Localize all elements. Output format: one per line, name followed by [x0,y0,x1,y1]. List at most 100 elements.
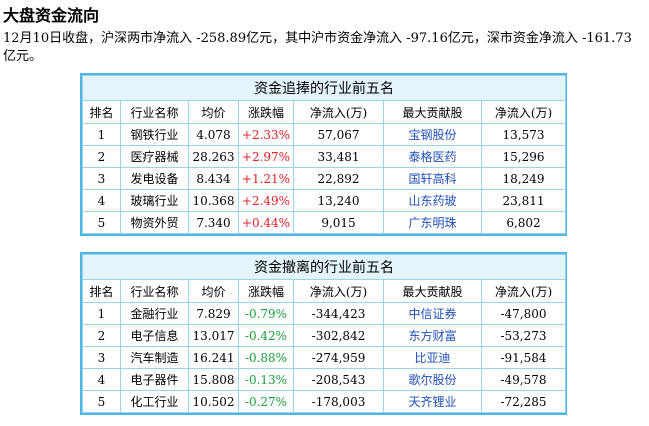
col-header-rank: 排名 [82,279,121,303]
cell-avg-price: 16.241 [188,346,239,369]
col-header-industry: 行业名称 [120,100,189,124]
col-header-net-inflow: 净流入(万) [293,279,384,303]
cell-change: +2.49% [238,189,294,212]
cell-net-inflow: -302,842 [293,324,384,347]
cell-avg-price: 7.829 [188,302,239,325]
table-row: 1 钢铁行业 4.078 +2.33% 57,067 宝钢股份 13,573 [82,123,567,146]
table-row: 2 电子信息 13.017 -0.42% -302,842 东方财富 -53,273 [82,324,567,347]
cell-industry: 汽车制造 [120,346,189,369]
cell-rank: 5 [82,390,121,413]
cell-stock-inflow: 13,573 [480,123,567,146]
col-header-avg-price: 均价 [188,100,239,124]
cell-net-inflow: -274,959 [293,346,384,369]
cell-change: +1.21% [238,167,294,190]
cell-net-inflow: -344,423 [293,302,384,325]
col-header-stock-inflow: 净流入(万) [480,279,567,303]
page-title: 大盘资金流向 [3,6,100,25]
cell-change: -0.79% [238,302,294,325]
cell-rank: 3 [82,346,121,369]
cell-rank: 2 [82,145,121,168]
inflow-industry-table: 资金追捧的行业前五名 排名 行业名称 均价 涨跌幅 净流入(万) 最大贡献股 净… [80,73,567,236]
cell-avg-price: 7.340 [188,211,239,234]
cell-industry: 物资外贸 [120,211,189,234]
col-header-top-stock: 最大贡献股 [383,100,482,124]
cell-rank: 2 [82,324,121,347]
cell-net-inflow: -178,003 [293,390,384,413]
cell-top-stock-link[interactable]: 山东药玻 [383,189,482,212]
cell-avg-price: 28.263 [188,145,239,168]
cell-change: -0.27% [238,390,294,413]
table-row: 5 化工行业 10.502 -0.27% -178,003 天齐锂业 -72,285 [82,390,567,413]
col-header-top-stock: 最大贡献股 [383,279,482,303]
cell-top-stock-link[interactable]: 宝钢股份 [383,123,482,146]
cell-top-stock-link[interactable]: 比亚迪 [383,346,482,369]
cell-change: -0.88% [238,346,294,369]
cell-net-inflow: 9,015 [293,211,384,234]
cell-top-stock-link[interactable]: 泰格医药 [383,145,482,168]
cell-industry: 电子信息 [120,324,189,347]
cell-change: -0.13% [238,368,294,391]
cell-rank: 4 [82,189,121,212]
col-header-change: 涨跌幅 [238,279,294,303]
cell-industry: 钢铁行业 [120,123,189,146]
cell-top-stock-link[interactable]: 国轩高科 [383,167,482,190]
table-row: 5 物资外贸 7.340 +0.44% 9,015 广东明珠 6,802 [82,211,567,234]
cell-industry: 金融行业 [120,302,189,325]
col-header-change: 涨跌幅 [238,100,294,124]
col-header-net-inflow: 净流入(万) [293,100,384,124]
cell-top-stock-link[interactable]: 天齐锂业 [383,390,482,413]
cell-rank: 5 [82,211,121,234]
cell-industry: 玻璃行业 [120,189,189,212]
cell-stock-inflow: 15,296 [480,145,567,168]
cell-top-stock-link[interactable]: 中信证券 [383,302,482,325]
cell-stock-inflow: -72,285 [480,390,567,413]
table-caption: 资金撤离的行业前五名 [81,254,567,280]
col-header-rank: 排名 [82,100,121,124]
cell-stock-inflow: -49,578 [480,368,567,391]
cell-avg-price: 8.434 [188,167,239,190]
cell-top-stock-link[interactable]: 歌尔股份 [383,368,482,391]
table-row: 2 医疗器械 28.263 +2.97% 33,481 泰格医药 15,296 [82,145,567,168]
cell-change: +2.97% [238,145,294,168]
col-header-industry: 行业名称 [120,279,189,303]
cell-industry: 电子器件 [120,368,189,391]
table-body: 1 钢铁行业 4.078 +2.33% 57,067 宝钢股份 13,573 2 医疗器械 28.… [82,123,567,234]
market-summary: 12月10日收盘，沪深两市净流入 -258.89亿元，其中沪市资金净流入 -97… [3,31,632,64]
outflow-industry-table: 资金撤离的行业前五名 排名 行业名称 均价 涨跌幅 净流入(万) 最大贡献股 净… [80,252,567,415]
cell-change: -0.42% [238,324,294,347]
cell-change: +2.33% [238,123,294,146]
cell-industry: 发电设备 [120,167,189,190]
cell-net-inflow: 13,240 [293,189,384,212]
col-header-avg-price: 均价 [188,279,239,303]
cell-net-inflow: 22,892 [293,167,384,190]
cell-industry: 医疗器械 [120,145,189,168]
table-row: 4 玻璃行业 10.368 +2.49% 13,240 山东药玻 23,811 [82,189,567,212]
cell-change: +0.44% [238,211,294,234]
cell-stock-inflow: -91,584 [480,346,567,369]
table-row: 4 电子器件 15.808 -0.13% -208,543 歌尔股份 -49,578 [82,368,567,391]
cell-avg-price: 4.078 [188,123,239,146]
col-header-stock-inflow: 净流入(万) [480,100,567,124]
cell-avg-price: 10.502 [188,390,239,413]
table-row: 3 汽车制造 16.241 -0.88% -274,959 比亚迪 -91,584 [82,346,567,369]
cell-stock-inflow: 23,811 [480,189,567,212]
table-row: 1 金融行业 7.829 -0.79% -344,423 中信证券 -47,800 [82,302,567,325]
cell-avg-price: 13.017 [188,324,239,347]
cell-stock-inflow: -53,273 [480,324,567,347]
cell-rank: 4 [82,368,121,391]
table-caption: 资金追捧的行业前五名 [81,75,567,101]
cell-industry: 化工行业 [120,390,189,413]
cell-stock-inflow: 6,802 [480,211,567,234]
cell-net-inflow: -208,543 [293,368,384,391]
cell-rank: 3 [82,167,121,190]
table-row: 3 发电设备 8.434 +1.21% 22,892 国轩高科 18,249 [82,167,567,190]
cell-avg-price: 10.368 [188,189,239,212]
cell-rank: 1 [82,123,121,146]
cell-top-stock-link[interactable]: 东方财富 [383,324,482,347]
table-body: 1 金融行业 7.829 -0.79% -344,423 中信证券 -47,800 2 电子信息… [82,302,567,413]
cell-avg-price: 15.808 [188,368,239,391]
cell-rank: 1 [82,302,121,325]
cell-top-stock-link[interactable]: 广东明珠 [383,211,482,234]
cell-stock-inflow: -47,800 [480,302,567,325]
